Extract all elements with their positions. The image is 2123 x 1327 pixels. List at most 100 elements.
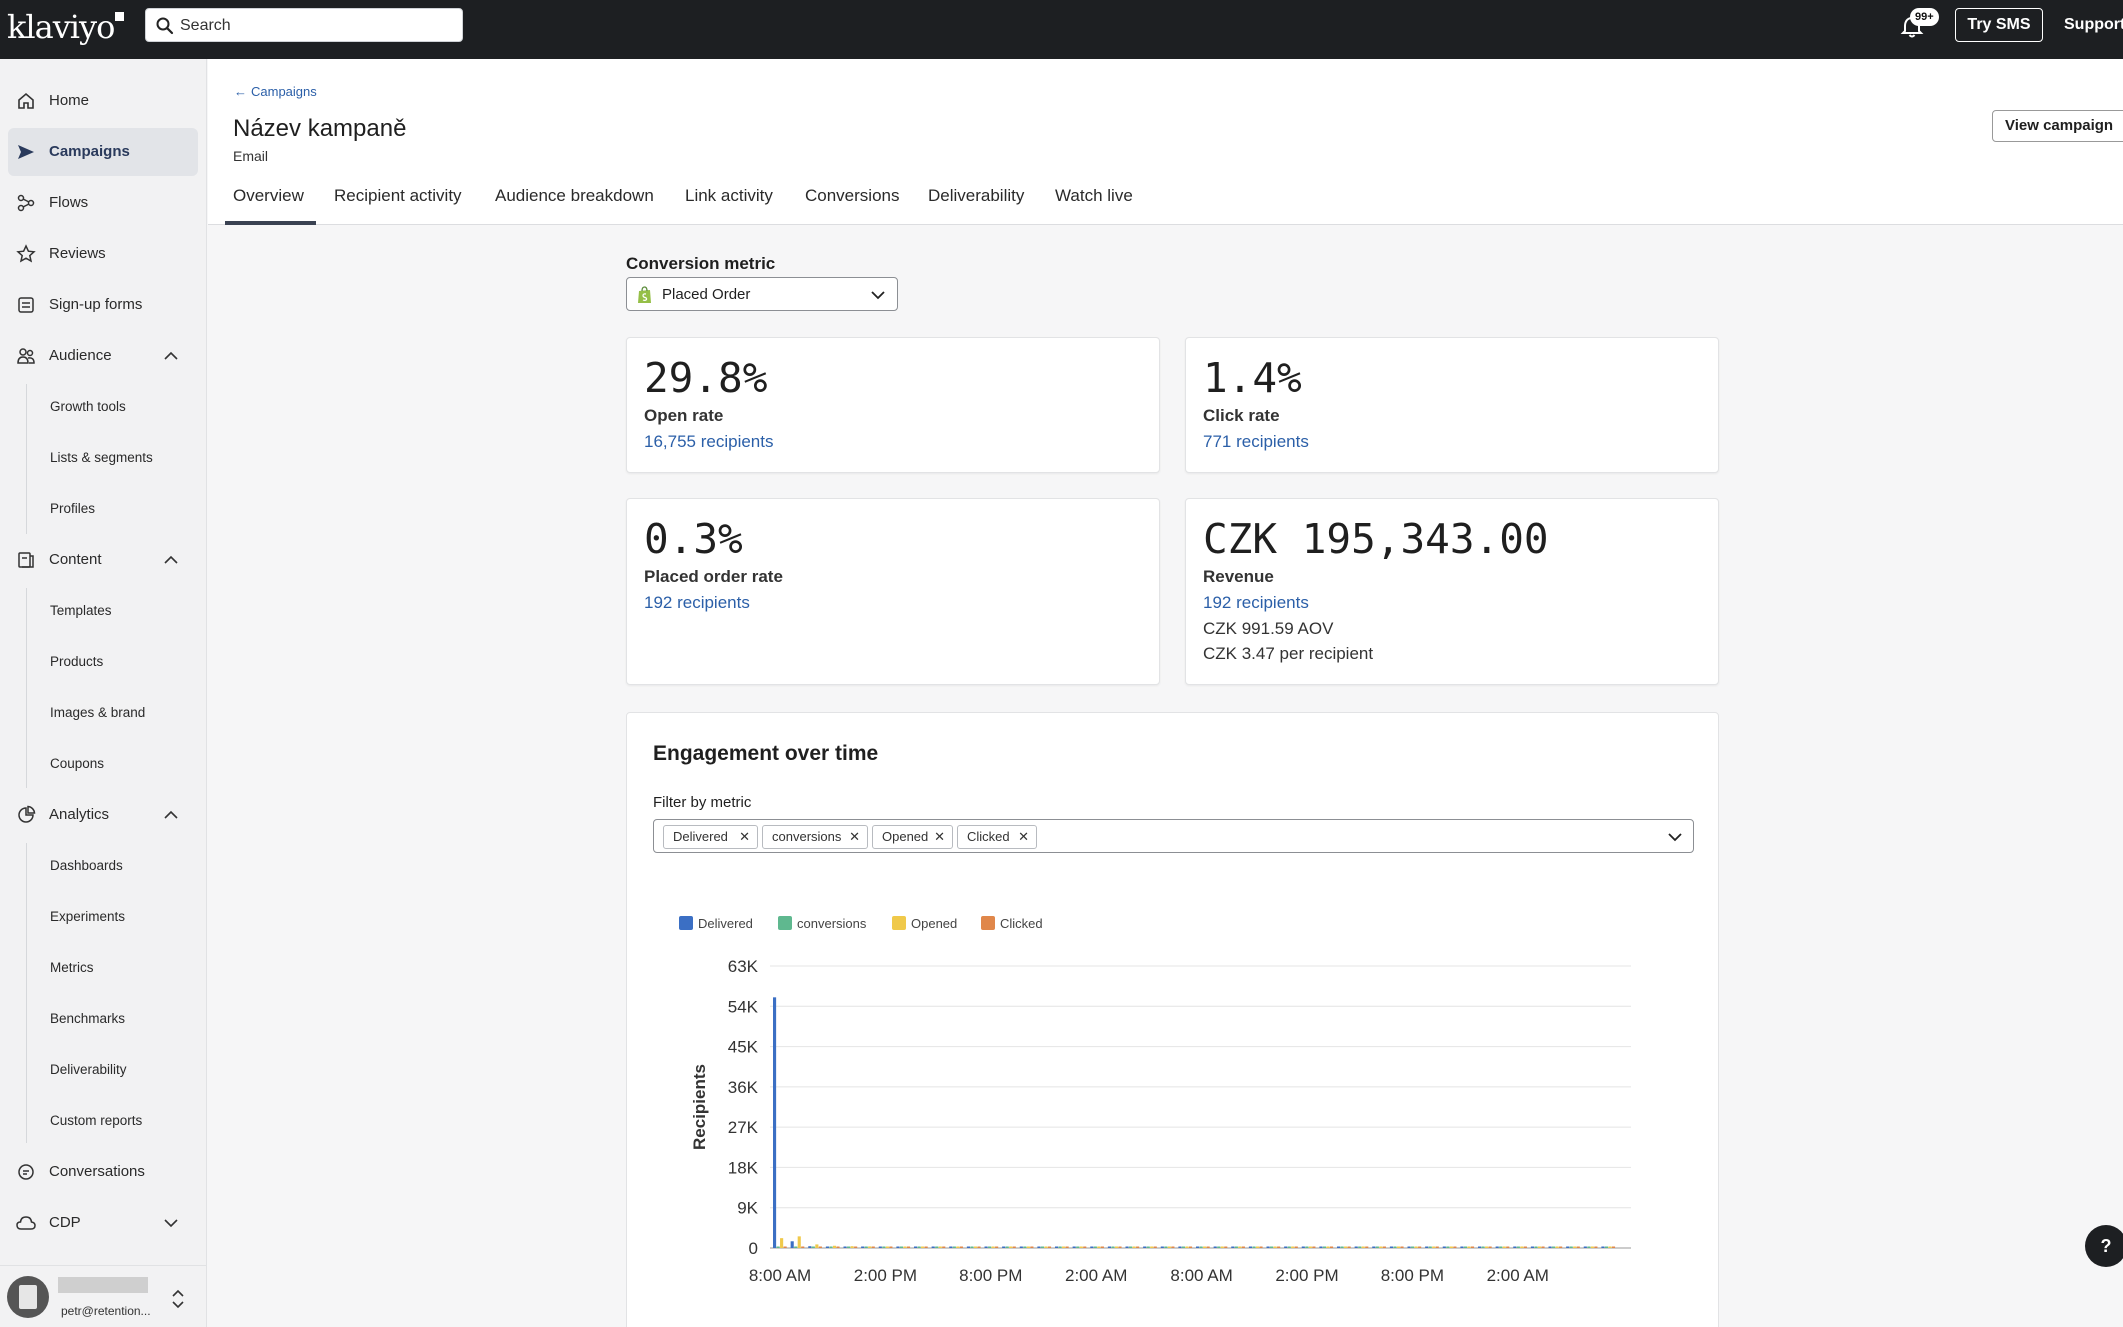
sidebar-item-cdp[interactable]: CDP <box>8 1199 198 1247</box>
chip-delivered: Delivered ✕ <box>663 825 758 849</box>
filter-by-metric-select[interactable]: Delivered ✕ conversions ✕ Opened ✕ Clicked ✕ <box>653 819 1694 853</box>
sidebar-subitem-products[interactable]: Products <box>50 654 104 669</box>
help-button[interactable]: ? <box>2085 1225 2123 1267</box>
sidebar-subitem-metrics[interactable]: Metrics <box>50 960 94 975</box>
legend-conversions[interactable]: conversions <box>778 916 866 931</box>
arrow-left-icon: ← <box>234 84 247 99</box>
chevron-up-icon[interactable] <box>162 806 180 824</box>
audience-sub-divider <box>26 384 27 534</box>
sidebar-subitem-experiments[interactable]: Experiments <box>50 909 126 924</box>
sidebar-item-audience[interactable]: Audience <box>8 332 198 380</box>
tab-audience-breakdown[interactable]: Audience breakdown <box>495 186 654 205</box>
try-sms-button[interactable]: Try SMS <box>1955 8 2043 42</box>
support-link[interactable]: Support <box>2064 16 2123 33</box>
sidebar-subitem-lists-segments[interactable]: Lists & segments <box>50 450 153 465</box>
profile-name-redacted <box>58 1277 148 1293</box>
content-sub-divider <box>26 588 27 788</box>
sidebar-subitem-coupons[interactable]: Coupons <box>50 756 105 771</box>
analytics-icon <box>18 805 36 823</box>
legend-opened[interactable]: Opened <box>892 916 957 931</box>
remove-chip-icon[interactable]: ✕ <box>739 829 750 844</box>
sidebar-item-analytics[interactable]: Analytics <box>8 791 198 839</box>
placed-order-rate-label: Placed order rate <box>644 567 783 586</box>
sidebar-item-signup-forms[interactable]: Sign-up forms <box>8 281 198 329</box>
legend-label: Clicked <box>1000 916 1043 931</box>
tab-overview[interactable]: Overview <box>233 186 304 205</box>
click-rate-recipients-link[interactable]: 771 recipients <box>1203 432 1309 451</box>
account-profile[interactable]: petr@retention... <box>0 1265 207 1327</box>
campaign-type: Email <box>233 148 269 164</box>
sidebar-subitem-images-brand[interactable]: Images & brand <box>50 705 146 720</box>
open-rate-card: 29.8% Open rate 16,755 recipients <box>626 337 1160 473</box>
back-link-label: Campaigns <box>251 84 317 99</box>
sidebar-subitem-custom-reports[interactable]: Custom reports <box>50 1113 143 1128</box>
tab-link-activity[interactable]: Link activity <box>685 186 773 205</box>
search-box[interactable] <box>145 8 463 42</box>
shopify-icon <box>638 286 651 303</box>
legend-swatch <box>679 916 693 930</box>
tab-conversions[interactable]: Conversions <box>805 186 900 205</box>
search-input[interactable] <box>180 13 450 39</box>
tab-watch-live[interactable]: Watch live <box>1055 186 1133 205</box>
sidebar-item-label: Flows <box>49 194 89 211</box>
klaviyo-logo[interactable]: klaviyo <box>7 8 125 48</box>
chevron-up-icon[interactable] <box>162 551 180 569</box>
revenue-recipients-link[interactable]: 192 recipients <box>1203 593 1309 612</box>
click-rate-label: Click rate <box>1203 406 1280 425</box>
sidebar-subitem-profiles[interactable]: Profiles <box>50 501 96 516</box>
sidebar-item-label: Home <box>49 92 90 109</box>
sidebar-item-content[interactable]: Content <box>8 536 198 584</box>
analytics-sub-divider <box>26 843 27 1143</box>
page-title: Název kampaně <box>233 115 407 142</box>
sidebar-subitem-templates[interactable]: Templates <box>50 603 112 618</box>
remove-chip-icon[interactable]: ✕ <box>934 829 945 844</box>
chip-label: conversions <box>772 829 842 844</box>
tab-deliverability[interactable]: Deliverability <box>928 186 1025 205</box>
campaign-header <box>208 59 2123 225</box>
sidebar-item-conversations[interactable]: Conversations <box>8 1148 198 1196</box>
sidebar-item-campaigns[interactable]: Campaigns <box>8 128 198 176</box>
remove-chip-icon[interactable]: ✕ <box>849 829 860 844</box>
back-to-campaigns-link[interactable]: ← Campaigns <box>234 84 317 99</box>
sidebar-item-home[interactable]: Home <box>8 77 198 125</box>
search-icon <box>156 17 174 35</box>
chip-label: Opened <box>882 829 929 844</box>
form-icon <box>18 297 34 313</box>
sidebar-item-flows[interactable]: Flows <box>8 179 198 227</box>
sidebar-item-label: Sign-up forms <box>49 296 143 313</box>
sidebar-item-label: Analytics <box>49 806 110 823</box>
home-icon <box>18 92 34 109</box>
remove-chip-icon[interactable]: ✕ <box>1018 829 1029 844</box>
engagement-card: Engagement over time Filter by metric De… <box>626 712 1719 1327</box>
sidebar-subitem-growth-tools[interactable]: Growth tools <box>50 399 126 414</box>
legend-delivered[interactable]: Delivered <box>679 916 753 931</box>
click-rate-card: 1.4% Click rate 771 recipients <box>1185 337 1719 473</box>
chat-icon <box>18 1164 34 1180</box>
flows-icon <box>17 194 35 212</box>
top-bar: klaviyo 99+ Try SMS Support <box>0 0 2123 59</box>
revenue-per-recipient: CZK 3.47 per recipient <box>1203 644 1374 663</box>
sidebar-subitem-deliverability[interactable]: Deliverability <box>50 1062 127 1077</box>
click-rate-value: 1.4% <box>1203 354 1302 402</box>
sidebar-item-label: Audience <box>49 347 112 364</box>
tab-recipient-activity[interactable]: Recipient activity <box>334 186 462 205</box>
sidebar-subitem-dashboards[interactable]: Dashboards <box>50 858 123 873</box>
expand-collapse-icon[interactable] <box>170 1288 186 1310</box>
open-rate-label: Open rate <box>644 406 724 425</box>
profile-email: petr@retention... <box>61 1304 151 1318</box>
filter-by-metric-label: Filter by metric <box>653 794 752 811</box>
legend-swatch <box>981 916 995 930</box>
chevron-down-icon[interactable] <box>162 1214 180 1232</box>
sidebar-subitem-benchmarks[interactable]: Benchmarks <box>50 1011 126 1026</box>
conversion-metric-select[interactable]: Placed Order <box>626 277 898 311</box>
revenue-value: CZK 195,343.00 <box>1203 515 1549 563</box>
sidebar-item-reviews[interactable]: Reviews <box>8 230 198 278</box>
open-rate-value: 29.8% <box>644 354 768 402</box>
open-rate-recipients-link[interactable]: 16,755 recipients <box>644 432 774 451</box>
legend-clicked[interactable]: Clicked <box>981 916 1043 931</box>
placed-order-recipients-link[interactable]: 192 recipients <box>644 593 750 612</box>
chevron-down-icon[interactable] <box>1666 828 1684 846</box>
engagement-title: Engagement over time <box>653 742 879 765</box>
view-campaign-button[interactable]: View campaign <box>1992 110 2123 142</box>
chevron-up-icon[interactable] <box>162 347 180 365</box>
